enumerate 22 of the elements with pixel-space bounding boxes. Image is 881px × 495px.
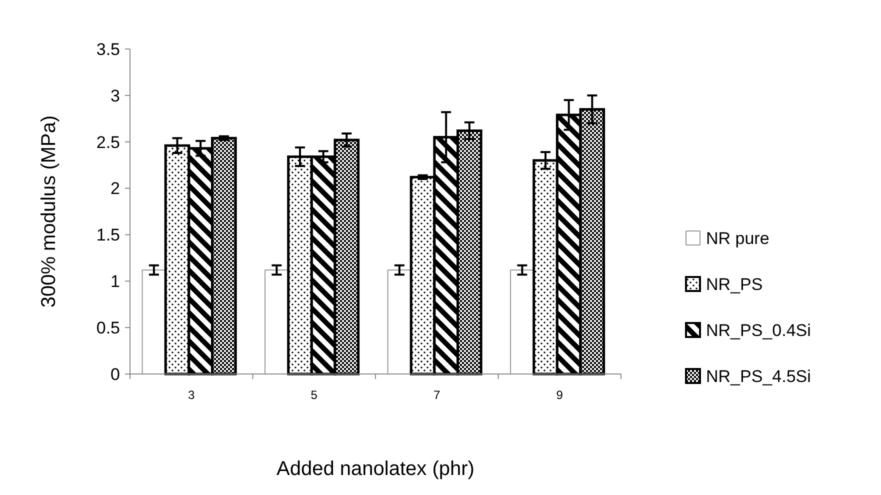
legend-label: NR_PS_0.4Si bbox=[706, 320, 811, 340]
x-tick-label: 5 bbox=[310, 388, 318, 402]
x-tick-label: 7 bbox=[434, 388, 441, 402]
bar bbox=[387, 270, 412, 374]
x-axis-title: Added nanolatex (phr) bbox=[276, 458, 474, 480]
y-tick-label: 2 bbox=[110, 179, 120, 198]
y-tick-label: 3 bbox=[110, 86, 120, 106]
y-tick-label: 1.5 bbox=[96, 226, 120, 245]
x-tick-label: 9 bbox=[556, 388, 564, 402]
bar bbox=[510, 270, 534, 374]
y-tick-label: 1 bbox=[110, 272, 120, 292]
bar bbox=[264, 270, 289, 374]
y-tick-label: 0 bbox=[110, 364, 120, 384]
bar bbox=[142, 270, 166, 374]
y-tick-label: 3.5 bbox=[96, 40, 120, 59]
y-axis-title: 300% modulus (MPa) bbox=[38, 115, 60, 308]
y-tick-label: 2.5 bbox=[96, 132, 120, 152]
x-tick-label: 3 bbox=[188, 388, 196, 402]
legend-label: NR_PS bbox=[706, 274, 763, 294]
legend-label: NR pure bbox=[706, 228, 770, 248]
y-tick-label: 0.5 bbox=[96, 318, 120, 338]
legend-label: NR_PS_4.5Si bbox=[706, 366, 811, 386]
